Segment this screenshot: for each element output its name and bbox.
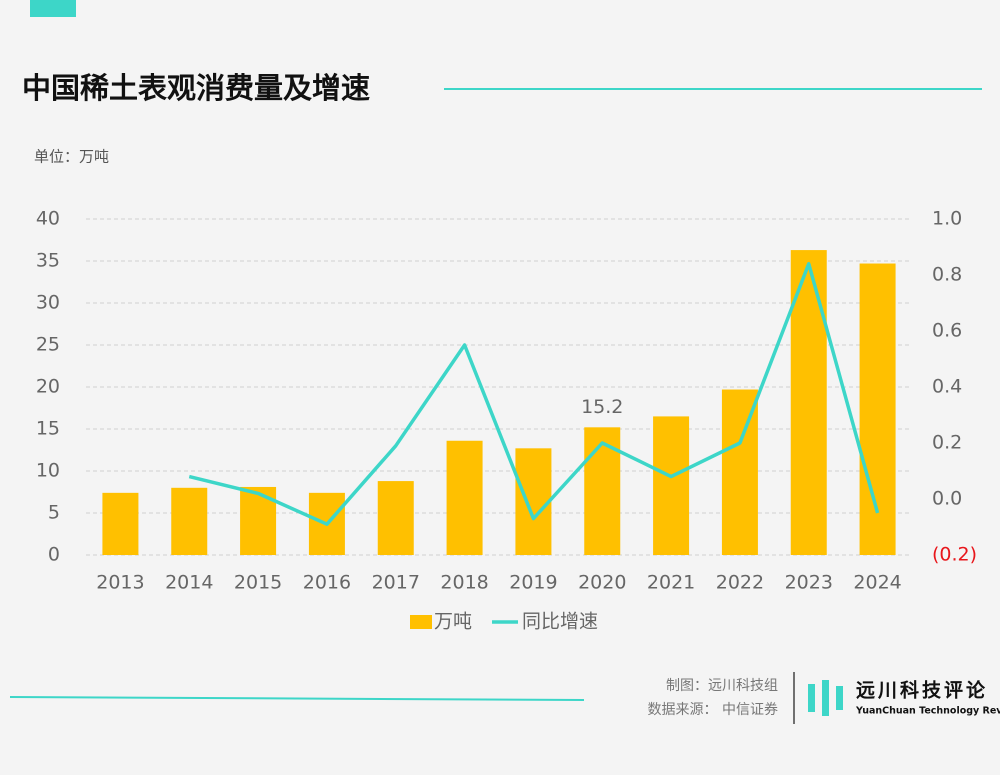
x-tick-label: 2021: [647, 572, 695, 594]
logo-bar: [822, 680, 829, 716]
x-tick-label: 2014: [165, 572, 213, 594]
y2-tick-label: 1.0: [932, 208, 962, 230]
x-tick-label: 2018: [440, 572, 488, 594]
bar: [584, 427, 621, 555]
x-tick-label: 2020: [578, 572, 626, 594]
bar: [721, 389, 758, 555]
x-tick-label: 2017: [372, 572, 420, 594]
y-tick-label: 15: [36, 418, 60, 440]
bar: [171, 487, 208, 555]
bar: [653, 416, 690, 555]
y2-tick-label: 0.8: [932, 264, 962, 286]
x-tick-label: 2024: [853, 572, 901, 594]
credit: 制图：远川科技组: [666, 678, 778, 694]
data-label: 15.2: [581, 396, 623, 418]
x-tick-label: 2016: [303, 572, 351, 594]
x-tick-label: 2023: [785, 572, 833, 594]
chart-title: 中国稀土表观消费量及增速: [22, 71, 370, 105]
line: [188, 262, 880, 526]
x-tick-label: 2015: [234, 572, 282, 594]
legend-label: 同比增速: [522, 611, 598, 633]
y-tick-label: 10: [36, 460, 60, 482]
legend-swatch: [410, 615, 432, 629]
y-tick-label: 35: [36, 250, 60, 272]
x-tick-label: 2022: [716, 572, 764, 594]
unit-label: 单位：万吨: [34, 148, 109, 166]
footer-rule: [9, 696, 585, 701]
y2-tick-label: (0.2): [932, 544, 977, 566]
source: 数据来源： 中信证券: [648, 702, 778, 718]
brand-en: YuanChuan Technology Review: [855, 706, 1000, 717]
y2-tick-label: 0.0: [932, 488, 962, 510]
y-tick-label: 25: [36, 334, 60, 356]
brand: 远川科技评论: [856, 679, 988, 702]
bar: [377, 481, 414, 555]
bar: [446, 440, 483, 555]
bar: [859, 263, 896, 555]
y-tick-label: 20: [36, 376, 60, 398]
y2-tick-label: 0.2: [932, 432, 962, 454]
y-tick-label: 40: [36, 208, 60, 230]
y-tick-label: 0: [48, 544, 60, 566]
y2-tick-label: 0.4: [932, 376, 962, 398]
logo: [808, 680, 843, 716]
x-tick-label: 2013: [96, 572, 144, 594]
accent-block: [30, 0, 76, 17]
y2-tick-label: 0.6: [932, 320, 962, 342]
bar: [102, 492, 139, 555]
legend-label: 万吨: [434, 611, 472, 633]
x-tick-label: 2019: [509, 572, 557, 594]
y-tick-label: 5: [48, 502, 60, 524]
logo-bar: [808, 684, 815, 712]
bar: [515, 448, 552, 555]
logo-bar: [836, 686, 843, 710]
y-tick-label: 30: [36, 292, 60, 314]
